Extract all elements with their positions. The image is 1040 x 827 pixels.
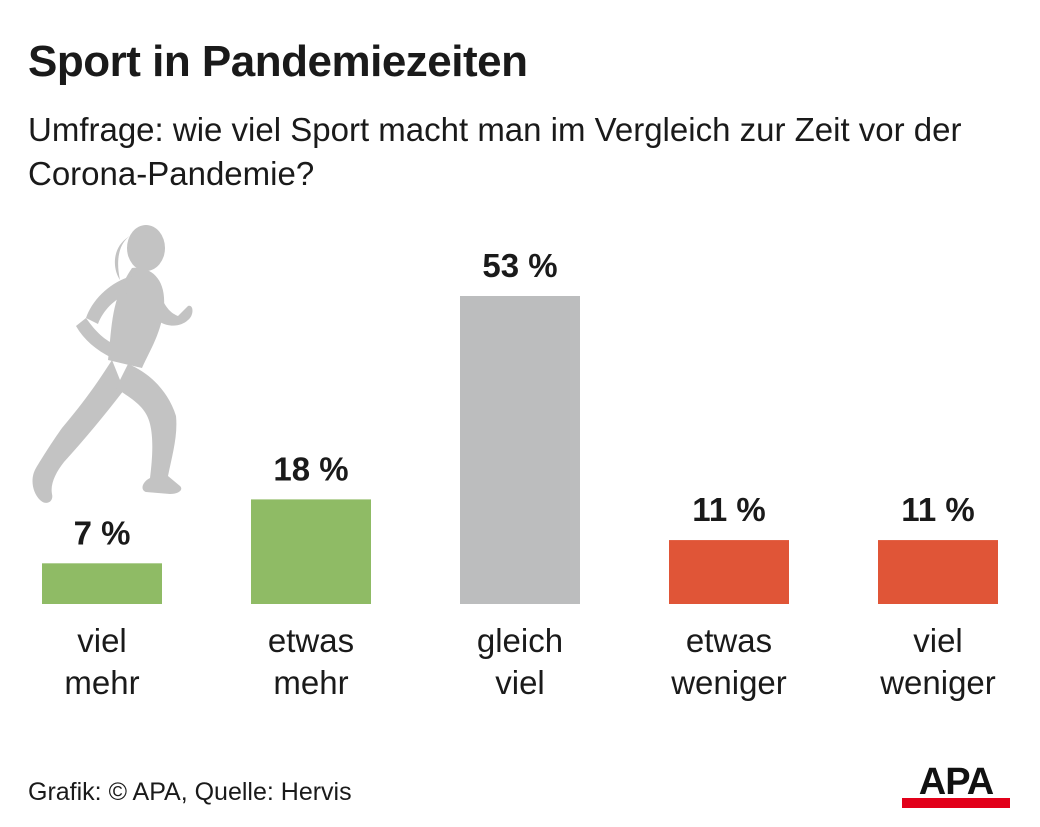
category-label-etwas-mehr: etwas mehr	[268, 622, 354, 701]
value-label-viel-mehr: 7 %	[74, 514, 131, 551]
bar-etwas-mehr	[251, 499, 371, 604]
category-labels: viel mehr etwas mehr gleich viel etwas weniger v…	[64, 622, 995, 701]
category-label-etwas-weniger: etwas weniger	[670, 622, 787, 701]
value-label-etwas-weniger: 11 %	[692, 491, 765, 528]
bar-chart: 7 % 18 % 53 % 11 % 11 % viel mehr etwas mehr gle…	[32, 225, 998, 701]
bar-viel-mehr	[42, 563, 162, 604]
logo-text: APA	[919, 761, 994, 803]
value-label-etwas-mehr: 18 %	[273, 450, 348, 487]
category-label-gleich-viel: gleich viel	[477, 622, 563, 701]
bar-viel-weniger	[878, 540, 998, 604]
value-labels: 7 % 18 % 53 % 11 % 11 %	[74, 247, 975, 551]
bar-etwas-weniger	[669, 540, 789, 604]
runner-icon	[32, 225, 193, 503]
chart-subtitle: Umfrage: wie viel Sport macht man im Ver…	[28, 111, 962, 192]
bars	[42, 296, 998, 604]
bar-gleich-viel	[460, 296, 580, 604]
value-label-viel-weniger: 11 %	[901, 491, 974, 528]
category-label-viel-weniger: viel weniger	[879, 622, 996, 701]
apa-logo: APA	[902, 761, 1010, 808]
logo-underline	[902, 798, 1010, 808]
category-label-viel-mehr: viel mehr	[64, 622, 139, 701]
source-credit: Grafik: © APA, Quelle: Hervis	[28, 778, 352, 806]
chart-title: Sport in Pandemiezeiten	[28, 37, 528, 86]
value-label-gleich-viel: 53 %	[482, 247, 557, 284]
